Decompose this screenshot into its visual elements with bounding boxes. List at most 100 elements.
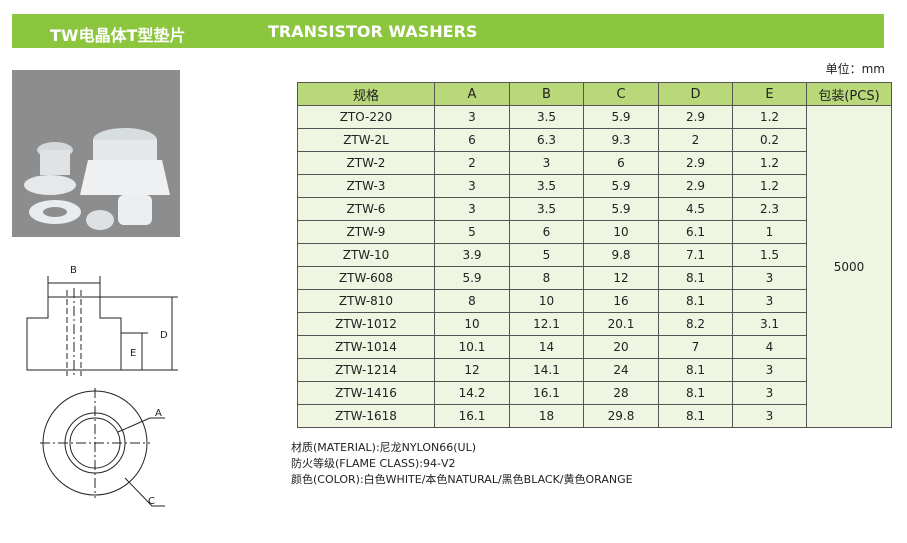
cell-model: ZTW-9 <box>297 220 435 244</box>
cell-model: ZTW-3 <box>297 174 435 198</box>
title-cn: TW电晶体T型垫片 <box>50 26 186 45</box>
cell-value: 3.5 <box>509 174 584 198</box>
note: 防火等级(FLAME CLASS):94-V2 <box>291 457 456 470</box>
cell-value: 6 <box>509 220 584 244</box>
label-e: E <box>130 348 136 359</box>
photo-part <box>80 160 170 195</box>
cell-value: 1.2 <box>732 174 807 198</box>
cell-model: ZTW-810 <box>297 289 435 313</box>
label-d: D <box>160 330 168 341</box>
cell-value: 3 <box>732 289 807 313</box>
cell-value: 3.1 <box>732 312 807 336</box>
photo-part <box>86 210 114 230</box>
cell-value: 3.9 <box>434 243 510 267</box>
table-row: ZTW-1618 16.1 18 29.8 8.1 3 <box>297 404 892 428</box>
cell-value: 10 <box>509 289 584 313</box>
table-row: ZTW-2L 6 6.3 9.3 2 0.2 <box>297 128 892 152</box>
cell-value: 8.1 <box>658 289 733 313</box>
cell-model: ZTW-2L <box>297 128 435 152</box>
cell-value: 0.2 <box>732 128 807 152</box>
column-header: A <box>434 82 510 106</box>
cell-value: 3 <box>732 266 807 290</box>
cell-value: 5.9 <box>434 266 510 290</box>
cell-value: 1.5 <box>732 243 807 267</box>
cell-value: 7.1 <box>658 243 733 267</box>
drawing-labels: B D E A C <box>70 265 168 507</box>
cell-value: 8.1 <box>658 266 733 290</box>
table-row: ZTW-2 2 3 6 2.9 1.2 <box>297 151 892 175</box>
cell-packing: 5000 <box>806 105 892 428</box>
cell-value: 7 <box>658 335 733 359</box>
cell-value: 1.2 <box>732 105 807 129</box>
label-a: A <box>155 408 162 419</box>
column-header: D <box>658 82 733 106</box>
photo-part <box>118 195 152 225</box>
column-header: E <box>732 82 807 106</box>
cell-value: 5 <box>434 220 510 244</box>
cell-value: 9.8 <box>583 243 659 267</box>
column-header: 规格 <box>297 82 435 106</box>
cell-model: ZTW-6 <box>297 197 435 221</box>
label-c: C <box>148 496 155 507</box>
unit: 单位：mm <box>825 62 885 76</box>
photo-part <box>24 175 76 195</box>
table-row: ZTW-1416 14.2 16.1 28 8.1 3 <box>297 381 892 405</box>
cell-value: 4 <box>732 335 807 359</box>
cell-model: ZTW-1416 <box>297 381 435 405</box>
cell-value: 14.1 <box>509 358 584 382</box>
header-row: 规格 A B C D E 包装(PCS) <box>297 82 892 106</box>
cell-model: ZTW-1014 <box>297 335 435 359</box>
cell-value: 5.9 <box>583 174 659 198</box>
table-row: ZTW-810 8 10 16 8.1 3 <box>297 289 892 313</box>
cell-value: 3.5 <box>509 105 584 129</box>
cell-value: 20 <box>583 335 659 359</box>
cell-value: 20.1 <box>583 312 659 336</box>
table-row: ZTW-10 3.9 5 9.8 7.1 1.5 <box>297 243 892 267</box>
cell-value: 6.3 <box>509 128 584 152</box>
cell-model: ZTW-1618 <box>297 404 435 428</box>
cell-value: 10 <box>434 312 510 336</box>
cell-value: 8 <box>434 289 510 313</box>
cell-value: 8.2 <box>658 312 733 336</box>
header-bar: TW电晶体T型垫片 TRANSISTOR WASHERS <box>12 14 884 48</box>
cell-value: 10.1 <box>434 335 510 359</box>
cell-value: 4.5 <box>658 197 733 221</box>
cell-value: 1.2 <box>732 151 807 175</box>
cell-model: ZTW-608 <box>297 266 435 290</box>
table-row: ZTW-1014 10.1 14 20 7 4 <box>297 335 892 359</box>
cell-value: 2.9 <box>658 105 733 129</box>
cell-value: 6.1 <box>658 220 733 244</box>
cell-value: 2.3 <box>732 197 807 221</box>
cell-value: 2 <box>658 128 733 152</box>
cell-value: 12 <box>434 358 510 382</box>
table-row: ZTW-608 5.9 8 12 8.1 3 <box>297 266 892 290</box>
cell-value: 3 <box>732 358 807 382</box>
table-row: ZTW-6 3 3.5 5.9 4.5 2.3 <box>297 197 892 221</box>
table-row: ZTW-3 3 3.5 5.9 2.9 1.2 <box>297 174 892 198</box>
cell-value: 2.9 <box>658 174 733 198</box>
cell-model: ZTW-1012 <box>297 312 435 336</box>
cell-value: 8.1 <box>658 381 733 405</box>
cell-value: 5.9 <box>583 197 659 221</box>
column-header: 包装(PCS) <box>806 82 892 106</box>
cell-value: 3 <box>732 404 807 428</box>
cell-value: 1 <box>732 220 807 244</box>
cell-value: 8.1 <box>658 358 733 382</box>
cell-model: ZTW-1214 <box>297 358 435 382</box>
cell-value: 16 <box>583 289 659 313</box>
table-row: ZTW-1012 10 12.1 20.1 8.2 3.1 <box>297 312 892 336</box>
column-header: C <box>583 82 659 106</box>
notes: 材质(MATERIAL):尼龙NYLON66(UL) 防火等级(FLAME CLA… <box>291 440 633 488</box>
cell-value: 5 <box>509 243 584 267</box>
cell-value: 12 <box>583 266 659 290</box>
cell-value: 16.1 <box>509 381 584 405</box>
cell-value: 2.9 <box>658 151 733 175</box>
table-row: ZTW-9 5 6 10 6.1 1 <box>297 220 892 244</box>
note: 材质(MATERIAL):尼龙NYLON66(UL) <box>291 441 476 454</box>
cell-model: ZTO-220 <box>297 105 435 129</box>
cell-value: 8 <box>509 266 584 290</box>
label-b: B <box>70 265 77 276</box>
cell-value: 6 <box>434 128 510 152</box>
cell-value: 3 <box>434 197 510 221</box>
